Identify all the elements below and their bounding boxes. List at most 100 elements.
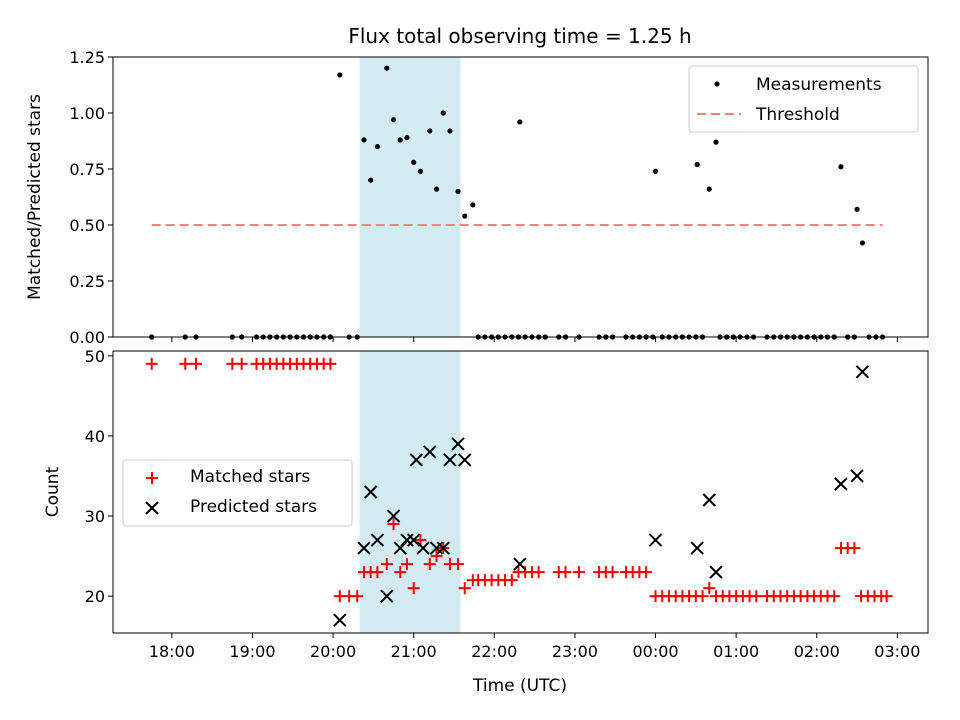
y-tick-label: 50 (85, 347, 105, 366)
predicted-star-point (409, 453, 424, 467)
measurement-point (337, 72, 343, 78)
panel-bottom: 20 30 40 50 18:00 19:00 20:00 21:00 22:00 23:00 0… (43, 347, 929, 696)
measurement-point (462, 213, 468, 219)
top-x-ticks (171, 337, 898, 342)
bottom-y-axis-label: Count (43, 466, 63, 517)
predicted-star-stroke-b (333, 613, 347, 627)
matched-stars-series (145, 357, 893, 603)
legend-bottom: Matched stars Predicted stars (122, 459, 353, 527)
measurement-point (404, 135, 410, 141)
legend-bottom-box (122, 459, 353, 527)
predicted-star-stroke-b (513, 557, 527, 571)
measurement-point (694, 161, 700, 168)
predicted-star-point (834, 477, 848, 491)
matched-star-point (371, 566, 384, 579)
predicted-star-stroke-b (709, 565, 723, 579)
measurement-point (417, 168, 424, 174)
matched-star-point (351, 590, 364, 603)
predicted-star-stroke-b (443, 453, 457, 467)
predicted-star-point (436, 541, 450, 555)
chart-title: Flux total observing time = 1.25 h (348, 24, 691, 48)
matched-star-point (400, 558, 413, 571)
matched-star-point (606, 566, 619, 579)
y-tick-label: 20 (85, 587, 105, 606)
matched-star-point (640, 566, 653, 579)
matched-star-point (452, 558, 465, 571)
predicted-star-point (709, 565, 723, 579)
matched-star-point (505, 574, 518, 587)
measurement-point (411, 159, 417, 165)
predicted-star-stroke-b (702, 493, 716, 507)
predicted-star-point (423, 445, 437, 459)
matched-star-point (703, 582, 716, 595)
matched-star-point (190, 357, 203, 370)
x-tick-label: 00:00 (632, 642, 678, 661)
measurement-point (384, 65, 390, 71)
legend-measurements-label: Measurements (756, 75, 882, 95)
x-tick-label: 22:00 (471, 642, 517, 661)
measurement-point (713, 139, 719, 145)
measurement-point (368, 177, 374, 183)
matched-star-point (848, 542, 861, 555)
predicted-star-point (648, 533, 663, 547)
measurement-point (390, 117, 397, 123)
measurement-point (361, 137, 367, 143)
matched-star-point (532, 566, 545, 579)
predicted-star-point (451, 437, 465, 451)
predicted-star-stroke-b (409, 453, 424, 467)
predicted-star-stroke-b (380, 589, 394, 603)
matched-star-point (430, 550, 443, 563)
measurement-point (706, 186, 712, 192)
predicted-star-stroke-b (690, 541, 704, 555)
predicted-stars-series (333, 365, 870, 627)
x-tick-label: 21:00 (391, 642, 437, 661)
matched-star-point (750, 590, 763, 603)
predicted-star-point (363, 485, 378, 499)
predicted-star-point (855, 365, 870, 379)
matched-star-point (423, 558, 436, 571)
axes-frame-top (112, 56, 929, 338)
legend-top: Measurements Threshold (688, 65, 919, 133)
measurement-point (470, 202, 476, 208)
measurement-point (838, 164, 844, 170)
measurement-point (397, 137, 403, 143)
y-tick-label: 1.00 (69, 104, 105, 123)
matched-star-point (235, 357, 248, 370)
legend-measurements-marker (714, 81, 720, 87)
predicted-star-point (850, 469, 864, 483)
matched-star-point (145, 357, 158, 370)
measurement-point (433, 186, 440, 192)
legend-threshold-label: Threshold (755, 105, 840, 125)
predicted-star-stroke-b (370, 533, 385, 547)
matched-star-point (880, 590, 893, 603)
shaded-span-top (359, 57, 461, 337)
predicted-star-stroke-b (458, 453, 472, 467)
predicted-star-point (416, 541, 430, 555)
matched-star-point (559, 566, 572, 579)
predicted-star-point (333, 613, 347, 627)
measurement-point (859, 240, 866, 246)
predicted-star-stroke-b (416, 541, 430, 555)
matched-star-point (696, 590, 709, 603)
predicted-star-stroke-b (648, 533, 663, 547)
shaded-span-bottom (359, 351, 461, 633)
bottom-x-ticks: 18:00 19:00 20:00 21:00 22:00 23:00 00:00 01:00… (149, 633, 920, 661)
measurement-point (374, 144, 381, 150)
matched-star-point (387, 518, 400, 531)
x-tick-label: 20:00 (310, 642, 356, 661)
matched-star-point (394, 566, 407, 579)
x-tick-label: 03:00 (874, 642, 920, 661)
predicted-star-stroke-b (436, 541, 450, 555)
predicted-star-point (690, 541, 704, 555)
x-axis-label: Time (UTC) (472, 676, 567, 696)
predicted-star-stroke-b (423, 445, 437, 459)
measurement-point (652, 168, 659, 174)
measurement-point (517, 119, 523, 125)
predicted-star-point (513, 557, 527, 571)
y-tick-label: 1.25 (69, 48, 105, 67)
legend-matched-label: Matched stars (190, 467, 310, 487)
predicted-star-point (357, 541, 371, 555)
matched-star-point (380, 558, 393, 571)
x-tick-label: 19:00 (229, 642, 275, 661)
